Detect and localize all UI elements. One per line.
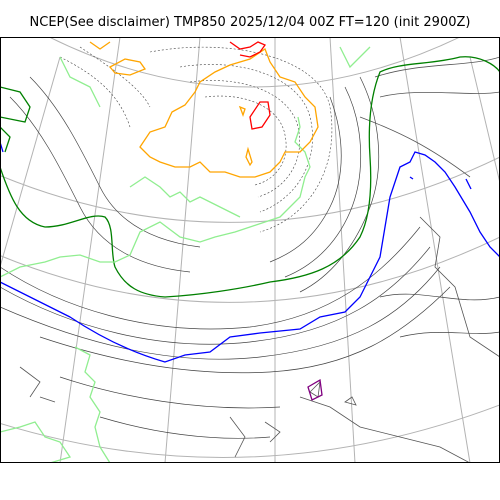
contour-green-line: [0, 56, 500, 298]
weather-map: [0, 37, 500, 463]
contour-purple-line: [307, 378, 323, 401]
contours-thin-dashed: [59, 46, 333, 233]
contours-thin-solid: [0, 76, 500, 439]
map-frame: [0, 37, 500, 463]
contour-orange-line: [89, 41, 319, 178]
contour-red-line: [229, 41, 271, 130]
chart-title: NCEP(See disclaimer) TMP850 2025/12/04 0…: [29, 15, 471, 30]
contour-lightgreen-line: [0, 46, 371, 463]
graticule: [0, 37, 500, 463]
coastlines: [19, 56, 500, 463]
contour-blue-line: [0, 141, 500, 363]
